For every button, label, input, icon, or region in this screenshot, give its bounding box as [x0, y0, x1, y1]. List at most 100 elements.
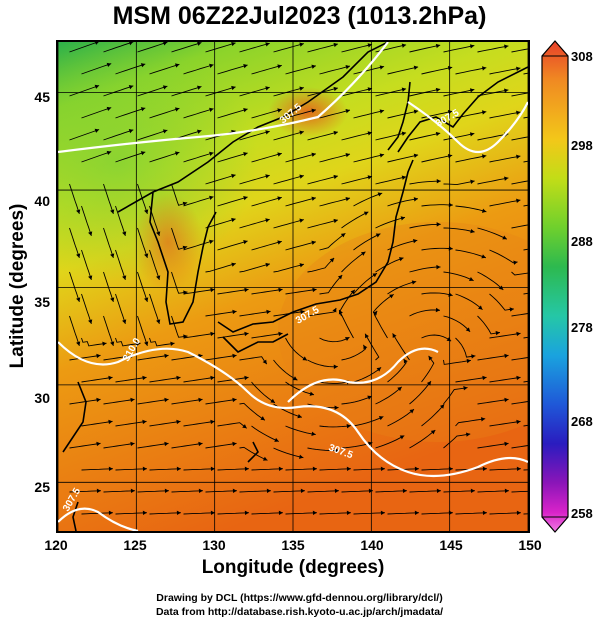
streamline-arrowhead: [76, 341, 81, 346]
streamline: [239, 263, 271, 273]
streamline: [285, 425, 316, 435]
streamline-arrowhead: [360, 251, 366, 256]
streamline-arrowhead: [244, 510, 249, 516]
streamline-arrowhead: [262, 456, 268, 461]
streamline-arrowhead: [156, 275, 161, 280]
streamline-arrowhead: [399, 435, 405, 440]
streamline-arrowhead: [142, 510, 147, 516]
streamline-arrowhead: [164, 441, 169, 447]
streamline: [81, 107, 112, 119]
streamline-arrowhead: [197, 85, 202, 90]
streamline: [239, 310, 271, 317]
streamline-arrowhead: [156, 231, 161, 236]
streamline: [387, 408, 415, 427]
streamline: [455, 67, 487, 75]
streamline-arrowhead: [96, 397, 101, 403]
streamline: [115, 107, 146, 119]
streamline: [409, 223, 441, 229]
streamline-arrowhead: [76, 209, 81, 214]
streamline: [171, 442, 203, 449]
streamline: [307, 447, 339, 451]
streamline: [103, 315, 114, 347]
streamline-arrowhead: [130, 441, 135, 447]
streamline: [149, 107, 180, 119]
streamline: [353, 110, 385, 119]
streamline: [103, 42, 134, 53]
streamline: [477, 398, 509, 405]
streamline: [353, 416, 384, 427]
streamline: [421, 110, 453, 119]
streamline-arrowhead: [110, 209, 115, 214]
streamline-arrowhead: [337, 274, 343, 280]
streamline-arrowhead: [471, 354, 476, 359]
streamline: [489, 249, 518, 264]
streamline-arrowhead: [174, 107, 180, 112]
streamline-arrowhead: [312, 466, 317, 472]
streamline-arrowhead: [176, 466, 181, 472]
streamline: [477, 490, 509, 493]
streamline: [103, 183, 114, 215]
streamline: [455, 337, 476, 358]
streamline-arrowhead: [176, 375, 181, 381]
streamline: [239, 446, 268, 461]
streamline-arrowhead: [297, 414, 302, 419]
streamline-arrowhead: [482, 510, 487, 516]
streamline-arrowhead: [156, 319, 161, 324]
streamline: [205, 42, 236, 53]
streamline-arrowhead: [400, 216, 406, 221]
streamline-arrowhead: [435, 87, 441, 93]
streamline: [489, 376, 521, 383]
streamline: [387, 66, 419, 75]
streamline-arrowhead: [170, 341, 175, 346]
streamline-arrowhead: [265, 174, 270, 179]
streamline-arrowhead: [94, 128, 100, 133]
streamline: [319, 109, 351, 119]
streamline-arrowhead: [367, 131, 373, 136]
streamline: [307, 175, 339, 185]
streamline: [115, 420, 147, 427]
streamline: [511, 357, 528, 361]
streamline-arrowhead: [278, 331, 283, 337]
streamline-arrowhead: [110, 341, 115, 346]
streamline: [251, 425, 279, 442]
streamline: [307, 131, 339, 141]
streamline: [375, 257, 404, 273]
streamline: [421, 334, 452, 342]
streamline: [217, 288, 249, 295]
streamline-arrowhead: [401, 87, 407, 92]
streamline-arrowhead: [482, 466, 487, 472]
streamline: [319, 468, 351, 471]
streamline-arrowhead: [480, 417, 486, 422]
streamline-arrowhead: [299, 130, 304, 135]
streamline-arrowhead: [76, 297, 81, 302]
streamline-arrowhead: [265, 262, 270, 268]
streamline-arrowhead: [164, 488, 169, 494]
streamline-arrowhead: [392, 333, 397, 338]
streamline: [171, 227, 188, 250]
streamline: [103, 490, 135, 493]
streamline: [319, 380, 351, 384]
streamline: [443, 359, 471, 365]
streamline-arrowhead: [198, 397, 203, 403]
streamline-arrowhead: [439, 404, 445, 409]
streamline-arrowhead: [130, 488, 135, 494]
streamline: [115, 337, 141, 347]
streamline-arrowhead: [110, 253, 115, 258]
streamline-arrowhead: [481, 154, 487, 159]
streamline-arrowhead: [182, 201, 188, 206]
streamline: [307, 257, 335, 273]
streamline-arrowhead: [88, 319, 93, 324]
streamline: [217, 152, 248, 163]
streamline: [273, 263, 305, 273]
colorbar: [540, 40, 570, 533]
streamline-arrowhead: [311, 196, 316, 201]
streamline: [421, 154, 453, 163]
streamline: [115, 63, 146, 75]
streamline: [81, 63, 112, 75]
streamline: [511, 490, 528, 493]
streamline: [239, 174, 270, 185]
streamline-arrowhead: [198, 441, 203, 447]
streamline: [251, 240, 282, 251]
credit-drawing: Drawing by DCL (https://www.gfd-dennou.o…: [156, 592, 443, 604]
streamline: [285, 197, 317, 207]
